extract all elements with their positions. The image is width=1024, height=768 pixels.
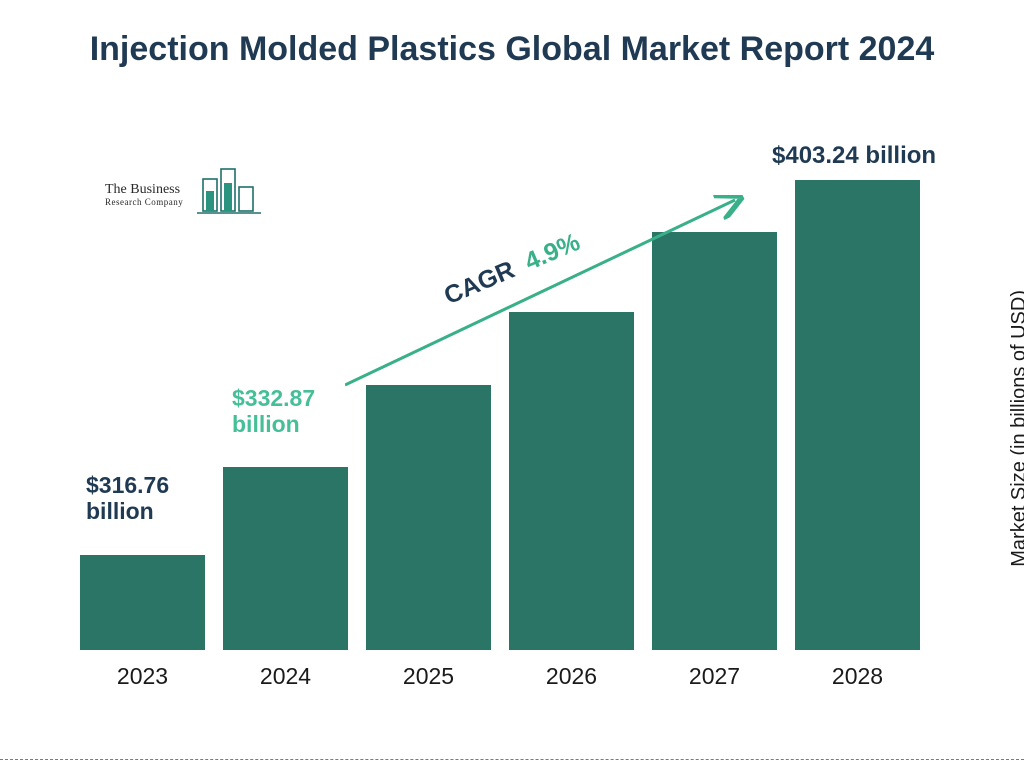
bar-slot [80,180,205,650]
x-axis-labels: 2023 2024 2025 2026 2027 2028 [80,655,920,690]
x-axis-label: 2025 [366,655,491,690]
bar [366,385,491,650]
bar [795,180,920,650]
chart-title: Injection Molded Plastics Global Market … [0,28,1024,71]
x-axis-label: 2023 [80,655,205,690]
value-callout: $316.76billion [86,472,169,525]
x-axis-label: 2027 [652,655,777,690]
footer-divider [0,759,1024,760]
x-axis-label: 2024 [223,655,348,690]
bar [80,555,205,650]
x-axis-label: 2028 [795,655,920,690]
bar [223,467,348,650]
value-callout: $403.24 billion [772,142,936,170]
trend-arrow [345,195,745,395]
x-axis-label: 2026 [509,655,634,690]
y-axis-label: Market Size (in billions of USD) [1008,290,1024,567]
bar-slot [795,180,920,650]
chart-title-text: Injection Molded Plastics Global Market … [90,30,935,68]
value-callout: $332.87billion [232,385,315,438]
